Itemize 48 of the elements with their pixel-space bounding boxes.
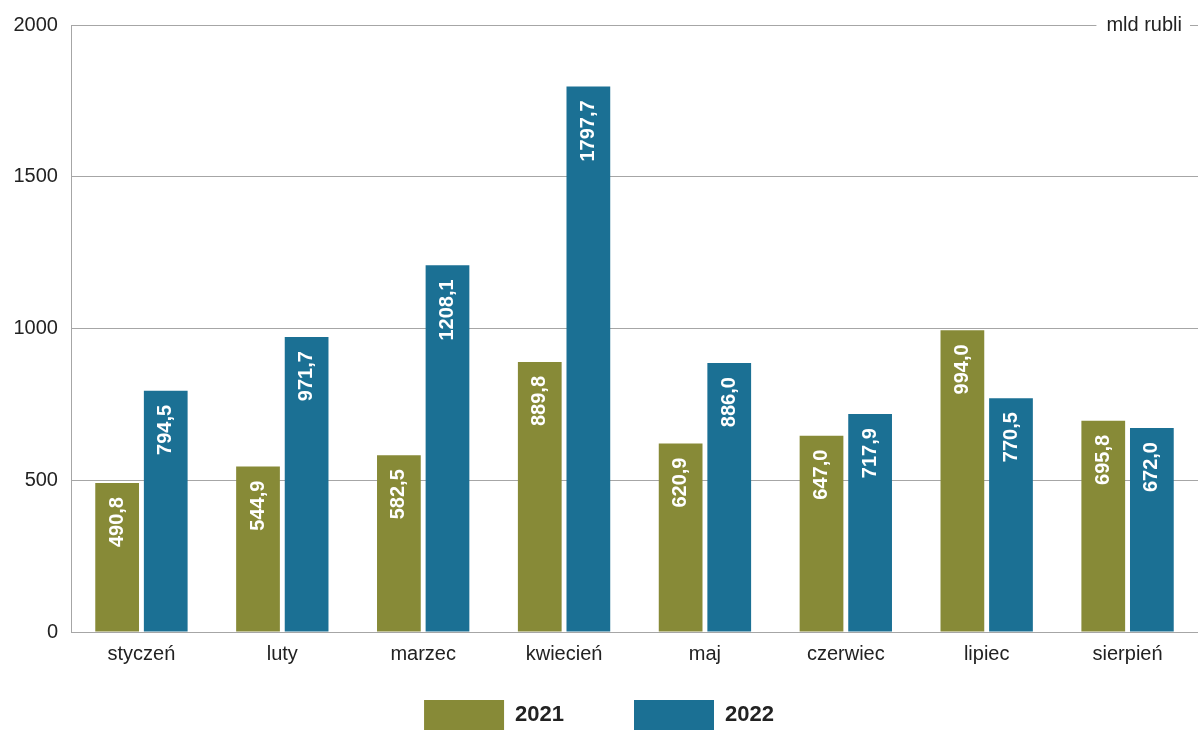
bar <box>940 330 985 632</box>
data-label: 886,0 <box>716 377 739 428</box>
x-tick-label: czerwiec <box>806 641 885 664</box>
bar <box>1081 420 1126 632</box>
data-label: 1797,7 <box>575 100 598 162</box>
data-label: 971,7 <box>294 351 317 402</box>
y-tick-label: 500 <box>24 467 58 490</box>
data-label: 794,5 <box>153 404 176 455</box>
y-tick-label: 2000 <box>13 12 58 35</box>
data-label: 994,0 <box>949 344 972 395</box>
bar <box>566 86 611 632</box>
bar <box>236 466 280 632</box>
bar <box>799 435 844 632</box>
data-label: 647,0 <box>809 449 832 500</box>
bar <box>95 483 140 632</box>
bar <box>707 363 752 632</box>
data-label: 490,8 <box>104 497 127 548</box>
x-tick-label: kwiecień <box>525 641 603 664</box>
x-tick-label: luty <box>266 641 298 664</box>
bar <box>989 398 1033 632</box>
x-tick-label: maj <box>688 641 722 664</box>
data-label: 582,5 <box>386 469 409 520</box>
bar <box>517 361 562 632</box>
bar <box>1129 428 1174 632</box>
data-label: 717,9 <box>857 428 880 479</box>
data-label: 1208,1 <box>435 279 457 341</box>
data-label: 695,8 <box>1090 434 1113 485</box>
bar <box>377 455 421 632</box>
legend-label: 2021 <box>515 701 565 727</box>
bar <box>284 337 329 632</box>
bar <box>658 443 703 632</box>
y-tick-label: 0 <box>46 619 58 642</box>
data-label: 620,9 <box>668 457 691 508</box>
y-tick-label: 1500 <box>13 164 58 187</box>
bar <box>143 390 188 632</box>
y-tick-label: 1000 <box>13 316 58 339</box>
data-label: 889,8 <box>527 375 550 427</box>
x-tick-label: styczeń <box>107 641 176 664</box>
x-tick-label: marzec <box>390 641 456 664</box>
bar <box>848 414 892 632</box>
x-tick-label: lipiec <box>963 641 1010 664</box>
data-label: 544,9 <box>245 480 268 531</box>
y-axis-title: mld rubli <box>1106 12 1182 35</box>
data-label: 770,5 <box>998 412 1021 463</box>
bar <box>425 265 470 632</box>
legend-label: 2022 <box>725 701 774 727</box>
data-label: 672,0 <box>1139 442 1162 493</box>
x-tick-label: sierpień <box>1092 641 1163 664</box>
